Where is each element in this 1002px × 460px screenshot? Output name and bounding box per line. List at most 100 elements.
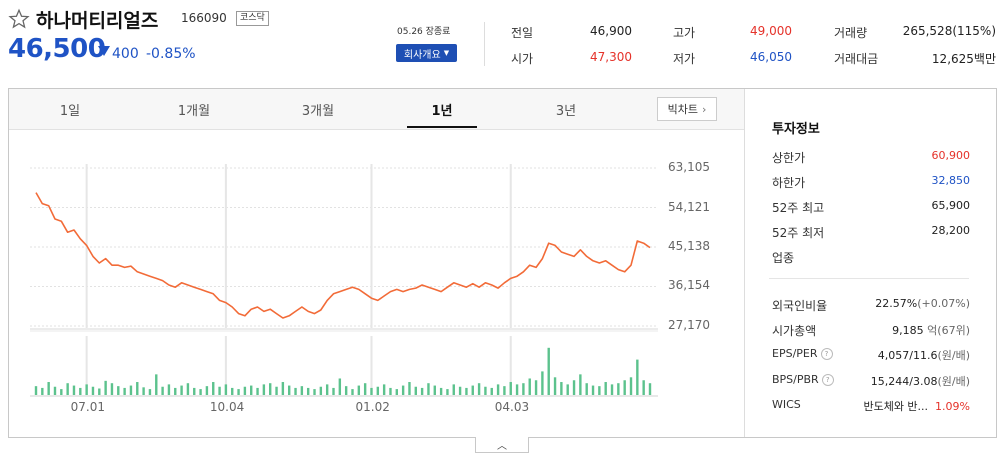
volume-bar [560,382,563,395]
tab-3year[interactable]: 3년 [555,104,577,119]
volume-bar [66,383,69,395]
x-tick-label: 04.03 [494,400,530,414]
volume-bar [382,384,386,395]
volume-bar [306,387,310,395]
volume-bar [79,387,82,395]
period-tabs [9,89,744,130]
volume-bar [148,389,152,395]
foreign-ratio-value: 22.57%(+0.07%) [875,297,970,310]
tab-1day[interactable]: 1일 [59,104,81,119]
volume-bar [85,384,88,395]
price-chart[interactable] [30,150,660,415]
volume-bar [553,377,557,395]
x-tick-label: 07.01 [70,400,105,414]
high-value: 49,000 [750,24,792,38]
bps-pbr-value: 15,244/3.08(원/배) [871,373,970,389]
volume-bar [60,389,63,395]
volume-bar [408,382,411,395]
volume-bar [129,385,133,395]
volume-bar [585,383,588,395]
volume-bar [218,386,221,395]
volume-bar [465,387,468,395]
prev-close-value: 46,900 [590,24,632,38]
chevron-up-icon: ︿ [497,441,507,452]
favorite-star-icon[interactable] [8,8,30,30]
volume-bar [344,386,348,395]
tab-1year[interactable]: 1년 [431,104,453,119]
volume-bar [205,386,209,395]
wics-label: WICS [772,398,801,411]
volume-bar [357,385,361,395]
big-chart-label: 빅차트 [667,103,698,116]
volume-bar [579,374,582,395]
volume-bar [224,384,228,395]
volume-bar [161,386,164,395]
volume-bar [458,386,462,395]
tab-1month[interactable]: 1개월 [177,104,211,119]
header-divider [484,22,485,66]
invest-info-title: 투자정보 [772,122,820,137]
volume-bar [300,386,304,395]
volume-bar [294,387,297,395]
volume-bar [319,386,323,395]
upper-limit-label: 상한가 [772,151,806,165]
industry-label: 업종 [772,251,795,265]
volume-bar [41,387,44,395]
volume-label: 거래량 [834,26,868,40]
volume-bar [610,384,614,395]
volume-bar [541,371,544,395]
volume-bar [439,387,443,395]
market-cap-amount: 9,185 [892,324,924,337]
volume-bar [370,387,373,395]
open-value: 47,300 [590,50,632,64]
volume-bar [275,386,278,395]
market-status-date: 05.26 장종료 [397,27,451,37]
volume-bar [256,387,259,395]
volume-bar [123,387,126,395]
company-overview-button[interactable]: 회사개요 ▼ [396,44,457,62]
volume-bar [522,383,525,395]
side-panel-divider [744,89,745,437]
trade-amount-label: 거래대금 [834,52,879,66]
help-icon[interactable]: ? [821,374,834,386]
volume-bar [199,389,202,395]
y-tick-label: 27,170 [668,318,710,332]
tab-3month[interactable]: 3개월 [301,104,335,119]
volume-bar [167,384,171,395]
volume-value: 265,528(115%) [902,24,996,38]
price-change: 400 [112,46,139,62]
help-icon[interactable]: ? [820,348,833,360]
wics-sector: 반도체와 반... [863,400,929,413]
foreign-ratio-label: 외국인비율 [772,299,828,313]
market-cap-label: 시가총액 [772,324,817,338]
current-price: 46,500 [8,34,106,64]
volume-bar [446,389,449,395]
big-chart-button[interactable]: 빅차트 › [657,97,717,121]
volume-bar [401,385,405,395]
volume-bar [598,386,601,395]
upper-limit-value: 60,900 [931,149,971,162]
y-tick-label: 45,138 [668,238,710,253]
volume-bar [250,385,253,395]
volume-bar [142,387,145,395]
down-arrow-icon [98,46,110,56]
volume-bar [484,386,487,395]
volume-bar [452,384,455,395]
volume-bar [547,347,550,395]
company-overview-label: 회사개요 [403,49,441,61]
week52-low-value: 28,200 [931,224,971,237]
eps-per-number: 4,057/11.6 [877,349,938,362]
volume-bar [53,386,57,395]
volume-bar [528,378,531,395]
week52-high-value: 65,900 [931,199,971,212]
volume-bar [98,388,101,395]
collapse-button[interactable]: ︿ [475,437,529,453]
y-tick-label: 36,154 [668,278,710,293]
volume-bar [281,382,285,395]
volume-bar [110,383,114,395]
volume-bar [471,385,474,395]
low-value: 46,050 [750,50,792,64]
wics-value[interactable]: 반도체와 반... 1.09% [863,398,970,414]
volume-bar [117,386,120,395]
volume-bar [433,385,436,395]
